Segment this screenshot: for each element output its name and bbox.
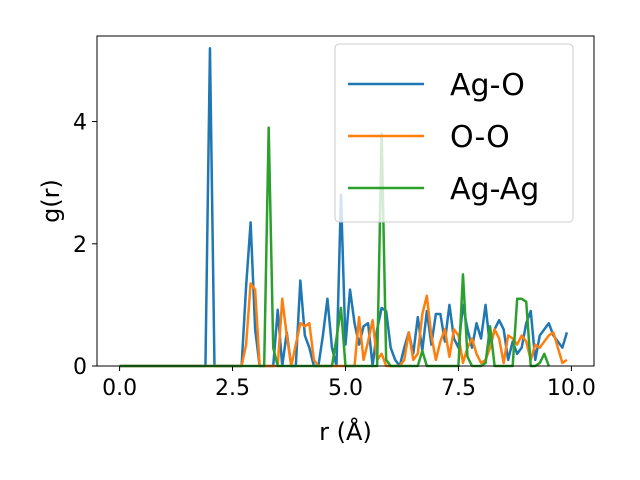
series-line-o-o [119,282,568,368]
y-tick-label: 4 [73,111,87,136]
x-tick-label: 0.0 [102,376,137,401]
y-tick-label: 2 [73,233,87,258]
legend: Ag-O O-O Ag-Ag [334,43,574,223]
legend-box [334,43,574,223]
x-axis-label: r (Å) [319,417,372,446]
x-tick-label: 7.5 [441,376,476,401]
y-tick-label: 0 [73,355,87,380]
ticks-layer: 0.0 2.5 5.0 7.5 10.0 0 2 4 [73,111,596,401]
y-axis-label: g(r) [37,179,65,223]
legend-label-ag-ag: Ag-Ag [450,172,539,207]
legend-label-ag-o: Ag-O [450,68,525,103]
x-tick-label: 2.5 [215,376,250,401]
legend-label-o-o: O-O [450,120,510,155]
x-tick-label: 5.0 [328,376,363,401]
x-tick-label: 10.0 [547,376,596,401]
